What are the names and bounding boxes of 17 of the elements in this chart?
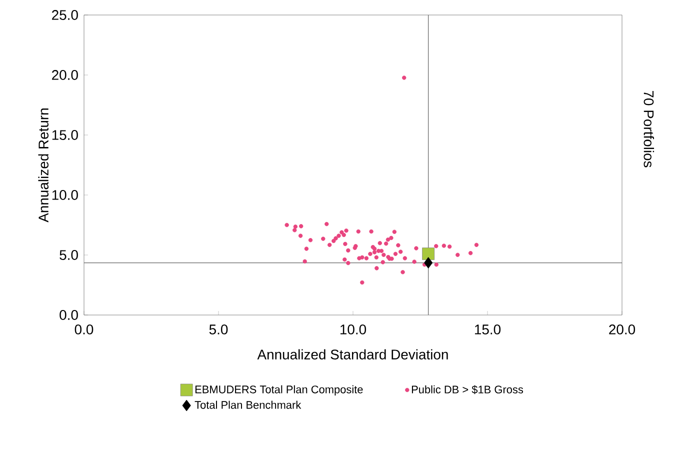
y-tick-label: 15.0 — [52, 130, 78, 140]
x-tick-label: 0.0 — [74, 324, 94, 334]
legend-label: Total Plan Benchmark — [194, 400, 302, 409]
y-tick-label: 25.0 — [52, 10, 78, 20]
y-tick-label: 5.0 — [60, 250, 78, 260]
x-tick-label: 20.0 — [609, 324, 636, 334]
text: 70 Portfolios — [644, 90, 654, 168]
legend-label: EBMUDERS Total Plan Composite — [195, 385, 363, 396]
y-tick-label: 20.0 — [52, 70, 78, 80]
x-tick-label: 15.0 — [474, 324, 501, 334]
x-axis-title: Annualized Standard Deviation — [257, 349, 448, 360]
y-tick-label: 10.0 — [52, 190, 78, 200]
y-axis-title: Annualized Return — [38, 108, 48, 222]
y-tick-label: 0.0 — [60, 310, 78, 320]
legend-label: Public DB > $1B Gross — [412, 385, 524, 394]
x-tick-label: 5.0 — [209, 324, 228, 334]
x-tick-label: 10.0 — [340, 324, 366, 334]
